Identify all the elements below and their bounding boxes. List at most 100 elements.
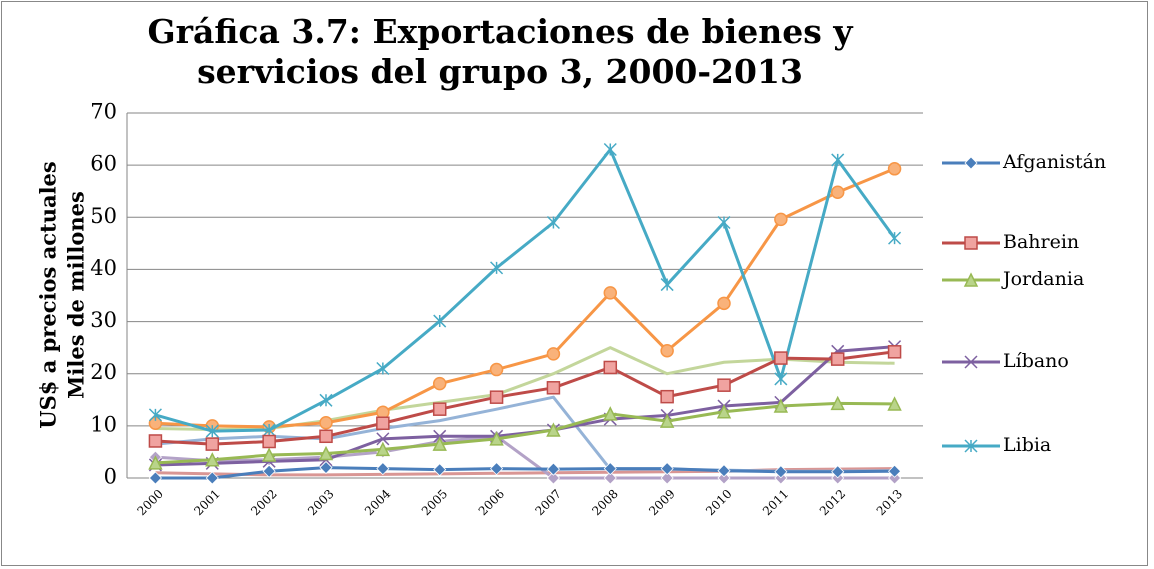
marker (964, 355, 978, 369)
legend-label: Afganistán (1002, 151, 1106, 173)
marker (963, 272, 979, 287)
series (148, 345, 902, 451)
y-tick-label: 10 (90, 412, 117, 436)
marker (546, 422, 561, 437)
marker (433, 314, 447, 328)
marker (888, 471, 902, 485)
marker (205, 452, 220, 467)
marker (433, 429, 447, 443)
marker (261, 447, 277, 462)
marker (964, 236, 978, 250)
marker (660, 389, 674, 404)
series-line (155, 434, 895, 480)
marker (148, 471, 162, 485)
legend-label: Líbano (1003, 350, 1069, 372)
marker (490, 261, 504, 275)
y-tick-label: 20 (90, 360, 117, 384)
marker (546, 215, 560, 230)
marker (319, 461, 333, 475)
marker (148, 408, 162, 422)
marker (774, 372, 788, 386)
marker (774, 212, 788, 227)
y-tick-label: 60 (90, 152, 117, 176)
marker (489, 362, 504, 377)
marker (375, 441, 391, 457)
marker (603, 142, 617, 157)
marker (717, 464, 731, 478)
series-line (155, 350, 895, 446)
marker (546, 347, 561, 361)
series (148, 461, 902, 485)
marker (773, 398, 789, 413)
series (148, 395, 902, 470)
marker (831, 153, 845, 167)
series (148, 142, 902, 438)
marker (432, 436, 447, 451)
marker (148, 434, 163, 448)
marker (603, 406, 618, 421)
marker (716, 404, 732, 419)
marker (830, 352, 845, 366)
marker (964, 439, 978, 453)
marker (660, 278, 674, 292)
marker (262, 434, 276, 449)
legend-label: Bahrein (1003, 231, 1079, 253)
marker (887, 396, 902, 411)
marker (205, 424, 219, 438)
marker (717, 471, 731, 485)
marker (148, 455, 163, 470)
marker (831, 465, 845, 479)
marker (376, 462, 390, 476)
y-tick-label: 40 (90, 256, 117, 280)
marker (660, 344, 674, 358)
chart-title: Gráfica 3.7: Exportaciones de bienes y s… (147, 12, 853, 91)
marker (888, 464, 902, 478)
marker (433, 463, 447, 477)
marker (376, 416, 390, 430)
marker (603, 360, 618, 375)
marker (262, 423, 276, 437)
marker (205, 471, 219, 485)
marker (774, 351, 788, 365)
marker (964, 156, 978, 170)
legend-label: Libia (1003, 434, 1051, 456)
marker (887, 162, 902, 176)
marker (319, 393, 333, 407)
marker (319, 415, 333, 430)
y-tick-label: 50 (90, 204, 117, 228)
marker (376, 432, 390, 446)
marker (205, 437, 220, 451)
marker (490, 462, 504, 476)
series-line (155, 466, 895, 480)
marker (432, 402, 447, 416)
series-line (155, 148, 896, 433)
marker (603, 462, 617, 476)
marker (660, 462, 674, 476)
y-axis-label: US$ a precios actuales (36, 161, 61, 428)
series-line (155, 401, 895, 465)
marker (717, 296, 731, 311)
marker (603, 286, 618, 300)
y-tick-label: 30 (90, 308, 117, 332)
marker (489, 431, 504, 446)
marker (659, 413, 675, 428)
marker (774, 465, 788, 479)
marker (546, 471, 560, 485)
marker (830, 185, 845, 200)
marker (489, 390, 504, 404)
marker (887, 345, 902, 359)
marker (717, 215, 731, 230)
marker (546, 381, 561, 395)
legend-label: Jordania (1001, 268, 1084, 290)
marker (432, 376, 447, 391)
y-tick-label: 70 (90, 100, 117, 124)
y-tick-label: 0 (104, 465, 117, 489)
marker (717, 378, 731, 392)
marker (888, 231, 902, 245)
marker (830, 395, 845, 411)
title-box: Gráfica 3.7: Exportaciones de bienes y s… (147, 12, 853, 91)
marker (318, 445, 334, 461)
y-axis-label: Miles de millones (64, 191, 89, 399)
marker (603, 471, 617, 485)
